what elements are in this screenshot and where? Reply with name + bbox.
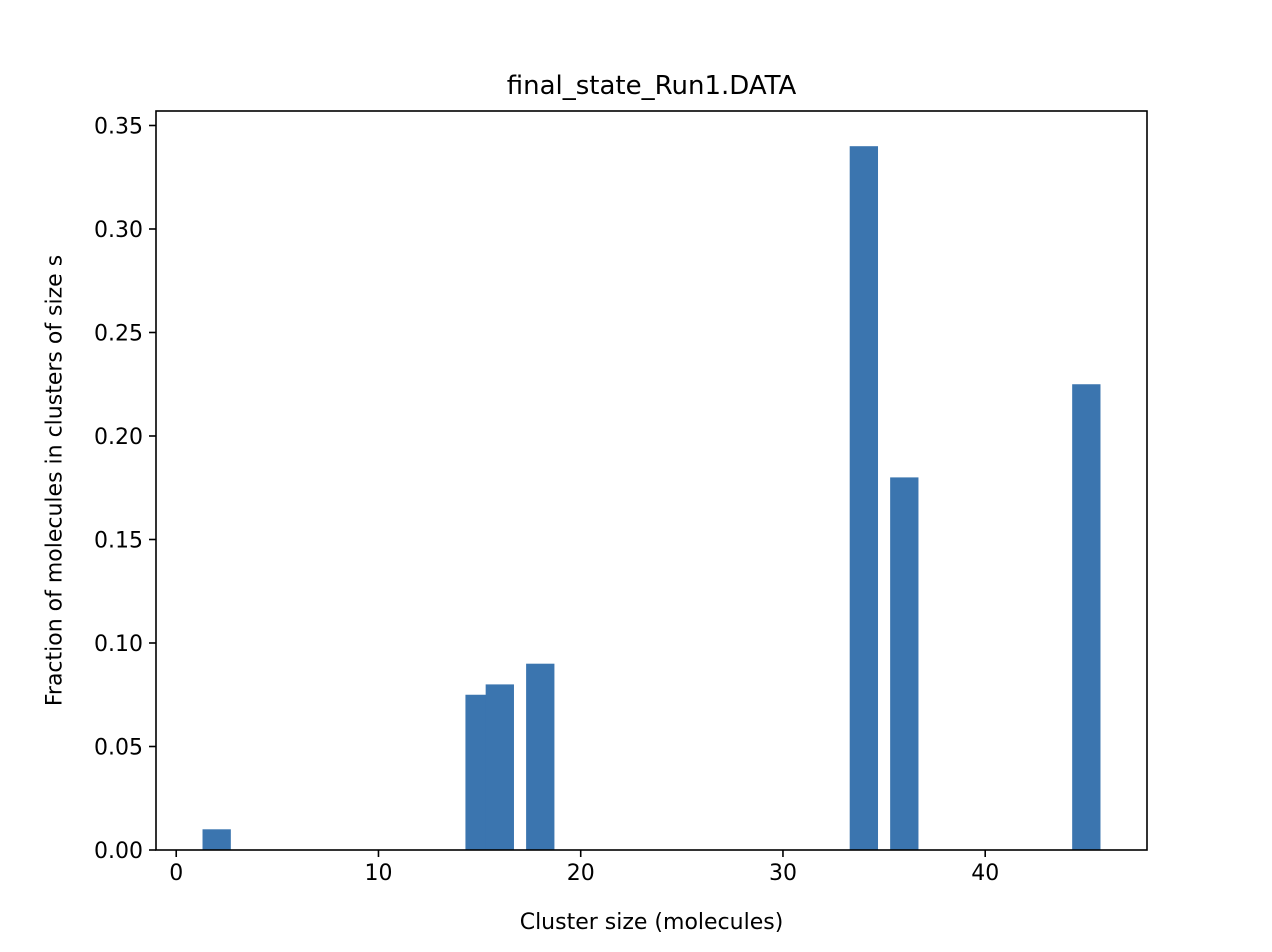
x-axis-ticks: 0 10 20 30 40: [169, 850, 999, 886]
x-tick-label: 30: [769, 861, 797, 886]
bar: [526, 663, 555, 850]
bar: [485, 684, 514, 850]
y-tick-label: 0.25: [94, 321, 143, 346]
bar: [202, 829, 231, 850]
plot-frame: [155, 110, 1148, 851]
bar: [890, 477, 919, 850]
y-tick-label: 0.15: [94, 528, 143, 553]
y-tick-label: 0.10: [94, 632, 143, 657]
y-tick-label: 0.05: [94, 735, 143, 760]
x-tick-label: 20: [567, 861, 595, 886]
bars-group: [202, 146, 1101, 850]
chart-title: final_state_Run1.DATA: [507, 71, 797, 101]
y-tick-label: 0.20: [94, 425, 143, 450]
y-tick-label: 0.00: [94, 839, 143, 864]
y-axis-ticks: 0.00 0.05 0.10 0.15 0.20 0.25 0.30 0.35: [94, 114, 156, 864]
x-tick-label: 10: [364, 861, 392, 886]
y-tick-label: 0.35: [94, 114, 143, 139]
bar: [1072, 384, 1101, 850]
bar: [849, 146, 879, 850]
y-tick-label: 0.30: [94, 218, 143, 243]
x-tick-label: 40: [971, 861, 999, 886]
x-axis-title: Cluster size (molecules): [520, 910, 784, 935]
y-axis-title: Fraction of molecules in clusters of siz…: [43, 255, 68, 706]
x-tick-label: 0: [169, 861, 183, 886]
